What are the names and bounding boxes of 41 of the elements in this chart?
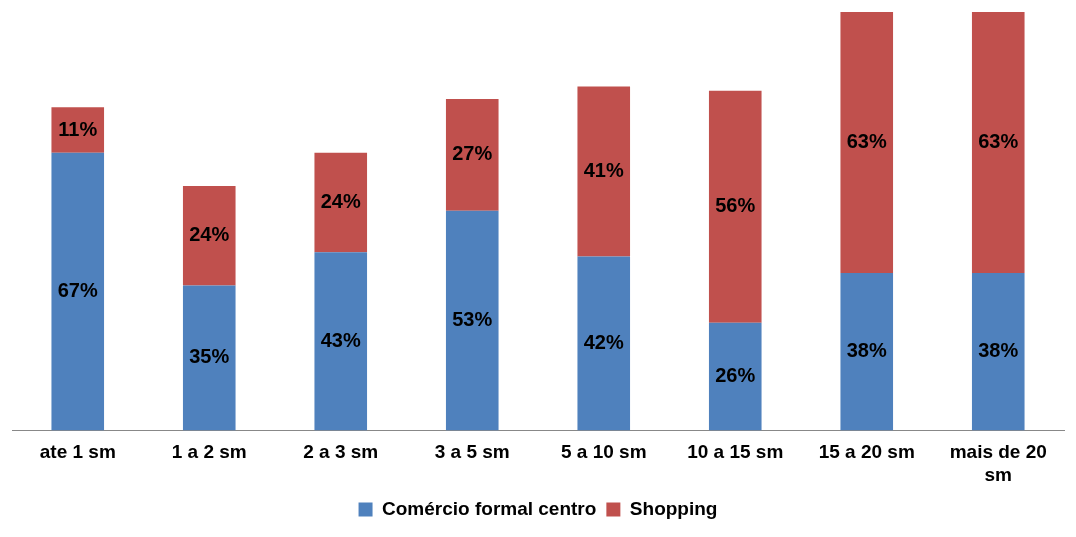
bar: [314, 252, 368, 431]
x-tick-label: 2 a 3 sm: [303, 441, 379, 463]
bar: [182, 285, 236, 431]
x-tick-label: 15 a 20 sm: [818, 441, 915, 463]
data-label: 53%: [452, 308, 493, 331]
bar: [840, 272, 894, 431]
x-tick-label: ate 1 sm: [39, 441, 116, 463]
x-tick-label: 5 a 10 sm: [560, 441, 647, 463]
bar: [445, 98, 499, 211]
data-label: 24%: [320, 190, 361, 213]
bar: [445, 210, 499, 431]
x-tick-label: 3 a 5 sm: [434, 441, 510, 463]
data-label: 42%: [583, 330, 624, 353]
data-label: 67%: [57, 279, 98, 302]
data-label: 63%: [978, 130, 1019, 153]
x-tick-label: 1 a 2 sm: [171, 441, 247, 463]
data-label: 63%: [846, 130, 887, 153]
bar: [840, 12, 894, 273]
data-label: 26%: [715, 364, 756, 387]
data-label: 41%: [583, 159, 624, 181]
bar: [51, 152, 105, 431]
data-label: 24%: [189, 223, 230, 246]
bar: [182, 185, 236, 286]
data-label: 56%: [715, 194, 756, 217]
legend-label: Comércio formal centro: [382, 497, 597, 519]
data-label: 38%: [846, 339, 887, 362]
x-tick-label: mais de 20 sm: [949, 441, 1047, 485]
data-label: 11%: [58, 117, 98, 140]
data-label: 27%: [452, 142, 493, 165]
bar: [971, 272, 1025, 431]
bar: [708, 322, 762, 431]
data-label: 43%: [320, 328, 361, 351]
bar: [577, 256, 631, 431]
data-label: 38%: [978, 339, 1019, 362]
bar: [708, 90, 762, 323]
bar: [314, 152, 368, 253]
bar: [577, 86, 631, 257]
x-tick-label: 10 a 15 sm: [687, 441, 784, 463]
legend-label: Shopping: [629, 497, 718, 519]
data-label: 35%: [189, 345, 230, 368]
bar: [971, 12, 1025, 273]
